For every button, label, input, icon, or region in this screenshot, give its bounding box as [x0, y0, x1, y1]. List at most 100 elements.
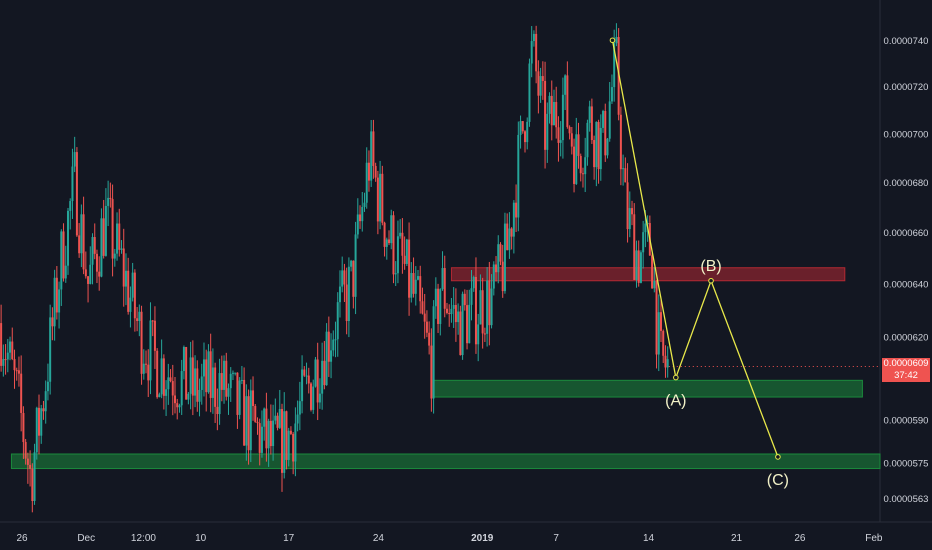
candle-body [428, 332, 431, 346]
candle-body [412, 273, 415, 294]
candle-body [374, 165, 377, 178]
candle-body [122, 248, 125, 287]
candle-body [42, 408, 45, 412]
candle-body [95, 253, 98, 272]
candle-body [579, 155, 582, 174]
y-tick-label: 0.0000720 [884, 82, 929, 93]
wave-label-a: (A) [665, 393, 686, 410]
candle-body [419, 276, 422, 302]
candle-body [399, 232, 402, 237]
candle-body [35, 407, 38, 453]
candle-body [15, 370, 18, 372]
candle-body [124, 270, 127, 287]
candle-body [162, 358, 165, 396]
candle-body [448, 312, 451, 315]
candle-body [363, 202, 366, 208]
candle-body [100, 218, 103, 277]
wave-point [609, 37, 616, 44]
candle-body [229, 373, 232, 389]
candle-body [136, 318, 139, 321]
candle-body [234, 372, 237, 374]
candle-body [577, 134, 580, 156]
candle-body [586, 122, 589, 158]
candle-body [58, 289, 61, 313]
candle-body [9, 341, 12, 353]
candle-body [394, 273, 397, 275]
candle-body [581, 173, 584, 175]
candle-body [53, 277, 56, 327]
candle-body [385, 239, 388, 247]
candle-body [278, 409, 281, 428]
candle-body [590, 106, 593, 141]
candle-body [169, 377, 172, 382]
candle-body [78, 235, 81, 254]
candle-body [544, 80, 547, 150]
candle-body [171, 381, 174, 396]
candle-body [263, 408, 266, 427]
candle-body [174, 395, 177, 404]
candle-body [140, 311, 143, 374]
candle-body [396, 236, 399, 274]
candle-body [633, 214, 636, 280]
candle-body [200, 376, 203, 390]
candle-body [84, 269, 87, 277]
candle-body [392, 215, 395, 275]
candle-body [595, 121, 598, 168]
candle-body [450, 308, 453, 315]
zone-support-1 [432, 379, 863, 398]
candle-body [495, 264, 498, 273]
candle-body [156, 350, 159, 398]
candle-body [555, 101, 558, 128]
candle-body [651, 255, 654, 289]
candle-body [439, 289, 442, 324]
candle-body [532, 33, 535, 42]
candle-body [109, 197, 112, 200]
candle-body [615, 37, 618, 44]
current-price-tag: 0.0000609 37:42 [882, 357, 930, 382]
candle-body [89, 264, 92, 284]
candle-body [247, 396, 250, 451]
candle-body [550, 95, 553, 126]
candle-body [575, 134, 578, 184]
candle-body [321, 360, 324, 394]
candle-body [149, 320, 152, 381]
candle-body [107, 197, 110, 206]
candle-body [104, 205, 107, 256]
candle-body [568, 126, 571, 134]
candle-body [231, 372, 234, 374]
candle-body [472, 277, 475, 289]
candle-body [486, 280, 489, 334]
candle-body [129, 297, 132, 312]
candle-body [147, 364, 150, 381]
candle-body [599, 127, 602, 170]
candle-body [207, 351, 210, 393]
y-tick-label: 0.0000563 [884, 494, 929, 505]
candle-body [401, 232, 404, 256]
candle-body [637, 250, 640, 283]
candle-body [414, 279, 417, 294]
candle-body [608, 101, 611, 139]
candle-body [370, 131, 373, 181]
candle-body [662, 330, 665, 356]
current-price-value: 0.0000609 [883, 357, 929, 369]
candle-body [11, 341, 14, 360]
y-tick-label: 0.0000700 [884, 129, 929, 140]
candle-body [559, 140, 562, 143]
candle-body [354, 234, 357, 297]
candle-body [593, 140, 596, 168]
candle-body [26, 458, 29, 465]
candle-body [530, 41, 533, 64]
candle-body [191, 357, 194, 396]
candle-body [659, 312, 662, 331]
candle-body [31, 468, 34, 502]
candle-body [376, 177, 379, 222]
candle-body [541, 76, 544, 81]
candle-body [606, 138, 609, 156]
candle-body [265, 408, 268, 449]
candle-body [423, 313, 426, 322]
candle-body [408, 239, 411, 298]
candle-body [269, 420, 272, 447]
candle-body [158, 394, 161, 398]
candle-body [474, 277, 477, 345]
candle-body [102, 218, 105, 256]
